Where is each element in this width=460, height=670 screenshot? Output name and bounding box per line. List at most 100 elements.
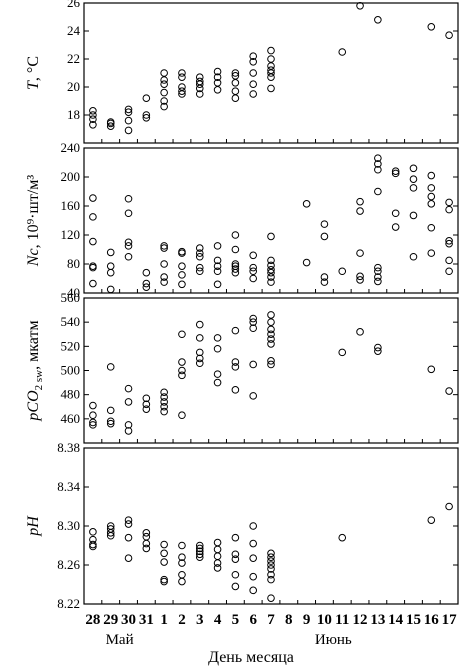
data-point-nc: [391, 209, 400, 218]
data-point-nc: [195, 252, 204, 261]
data-point-ph: [267, 553, 275, 562]
data-point-nc: [427, 192, 436, 201]
data-point-ph: [89, 540, 97, 549]
data-point-temperature: [178, 87, 186, 95]
data-point-ph: [249, 586, 257, 595]
y-tick-label-ph: 8.38: [57, 440, 80, 455]
x-tick-label: 31: [139, 612, 154, 628]
data-point-ph: [160, 577, 168, 586]
data-point-ph: [213, 564, 222, 572]
data-point-pco2: [267, 318, 275, 326]
data-point-temperature: [267, 46, 275, 55]
data-point-nc: [427, 200, 436, 208]
data-point-ph: [142, 532, 151, 541]
y-tick-label-nc: 40: [67, 285, 80, 300]
data-point-nc: [374, 277, 382, 286]
data-point-ph: [142, 539, 151, 548]
data-point-nc: [89, 213, 97, 221]
data-point-pco2: [267, 330, 275, 339]
y-tick-label-ph: 8.34: [57, 479, 80, 494]
data-point-pco2: [195, 334, 204, 342]
data-point-pco2: [249, 318, 257, 326]
data-point-temperature: [249, 69, 257, 77]
data-point-ph: [338, 533, 347, 542]
data-point-temperature: [249, 80, 257, 88]
data-point-nc: [302, 200, 311, 208]
data-point-pco2: [374, 347, 382, 355]
data-point-ph: [142, 544, 151, 553]
data-point-pco2: [267, 340, 275, 348]
data-point-nc: [427, 223, 436, 232]
data-point-nc: [178, 247, 186, 256]
data-point-nc: [231, 265, 240, 273]
data-point-nc: [160, 260, 168, 268]
x-tick-label: 5: [232, 612, 240, 628]
data-point-nc: [320, 278, 329, 286]
data-point-nc: [409, 184, 418, 192]
data-point-nc: [249, 274, 257, 283]
data-point-nc: [445, 205, 453, 214]
data-point-pco2: [89, 421, 97, 429]
data-point-temperature: [195, 90, 204, 98]
data-point-nc: [124, 242, 133, 250]
data-point-pco2: [142, 405, 151, 413]
data-point-nc: [106, 262, 115, 270]
data-point-nc: [124, 194, 133, 203]
data-point-temperature: [249, 90, 257, 98]
data-point-nc: [160, 273, 168, 281]
x-tick-label: 1: [160, 612, 168, 628]
x-tick-label: 17: [442, 612, 458, 628]
data-point-nc: [356, 276, 364, 284]
data-point-temperature: [160, 80, 168, 88]
data-point-ph: [178, 577, 186, 586]
data-point-temperature: [160, 102, 168, 111]
x-tick-label: 8: [285, 612, 293, 628]
y-tick-label-temperature: 24: [67, 23, 81, 38]
data-point-temperature: [89, 107, 97, 115]
data-point-ph: [267, 561, 275, 569]
data-point-temperature: [89, 121, 97, 129]
data-point-temperature: [178, 73, 186, 81]
data-point-pco2: [178, 411, 186, 420]
data-point-temperature: [160, 97, 168, 105]
data-point-pco2: [267, 360, 275, 369]
data-point-ph: [267, 594, 275, 602]
data-point-ph: [178, 570, 186, 579]
data-point-ph: [445, 502, 453, 511]
data-point-nc: [231, 262, 240, 270]
x-tick-label: 12: [353, 612, 368, 628]
data-point-ph: [231, 582, 240, 591]
data-point-pco2: [195, 348, 204, 357]
data-point-nc: [427, 171, 436, 180]
x-tick-label: 28: [85, 612, 100, 628]
data-point-temperature: [160, 76, 168, 84]
data-point-pco2: [178, 371, 186, 380]
data-point-nc: [213, 280, 222, 289]
data-point-temperature: [124, 116, 133, 125]
data-point-ph: [267, 565, 275, 573]
data-point-temperature: [142, 94, 151, 102]
panel-frame-nc: [83, 147, 459, 294]
data-point-pco2: [160, 393, 168, 401]
month-label: Июнь: [315, 632, 352, 648]
data-point-temperature: [427, 23, 436, 31]
data-point-ph: [195, 547, 204, 556]
data-point-nc: [249, 267, 257, 276]
data-point-ph: [124, 533, 133, 542]
data-point-nc: [106, 248, 115, 257]
data-point-temperature: [142, 114, 151, 122]
data-point-nc: [409, 211, 418, 220]
data-point-temperature: [106, 118, 115, 126]
y-tick-label-temperature: 20: [67, 79, 80, 94]
x-tick-label: 15: [406, 612, 421, 628]
data-point-temperature: [178, 69, 186, 77]
data-point-nc: [338, 267, 347, 276]
data-point-pco2: [338, 348, 347, 357]
data-point-pco2: [356, 328, 364, 336]
data-point-ph: [178, 559, 186, 567]
data-point-nc: [374, 187, 382, 196]
y-tick-label-ph: 8.30: [57, 518, 80, 533]
data-point-ph: [231, 555, 240, 563]
data-point-ph: [124, 520, 133, 528]
data-point-ph: [142, 529, 151, 537]
